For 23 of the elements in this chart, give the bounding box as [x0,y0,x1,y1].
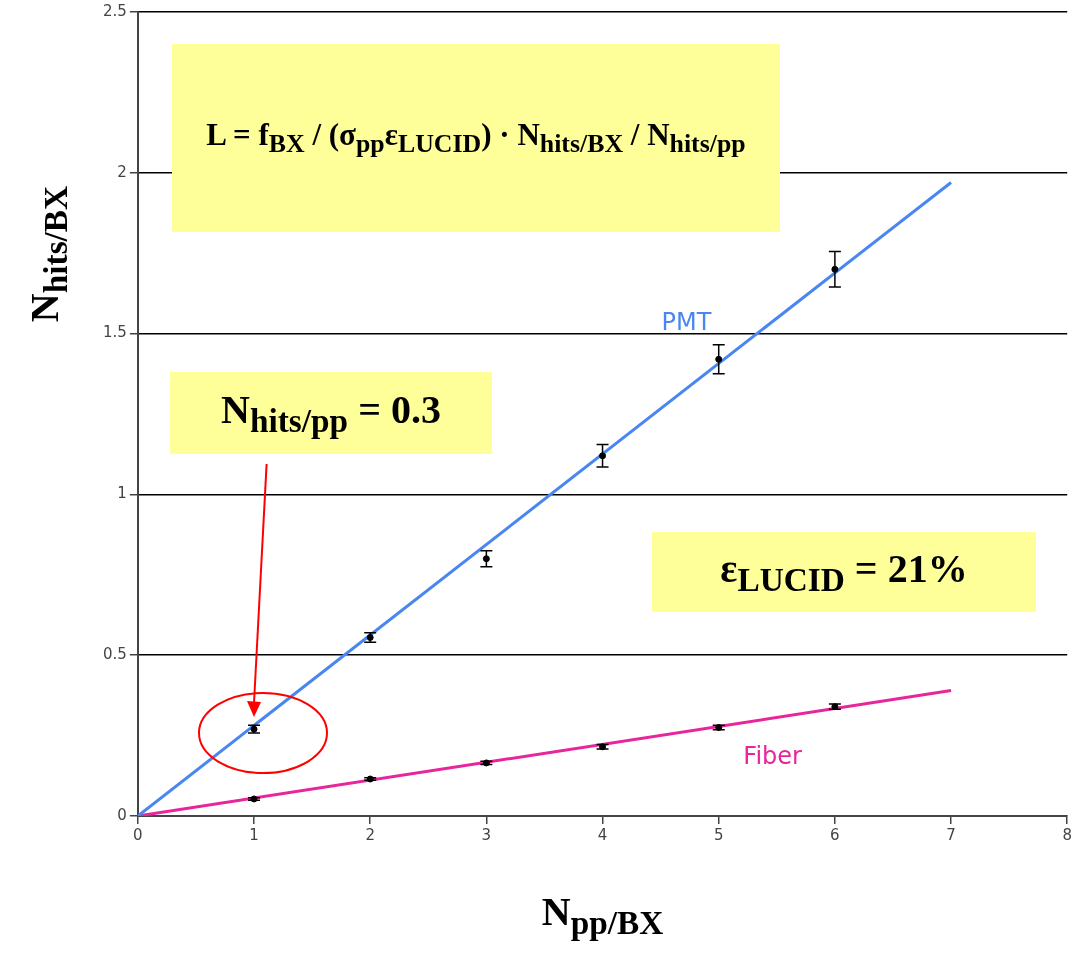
x-tick-label: 5 [713,825,724,844]
annotation: ε$_{LUCID}$ = 21% [720,545,968,599]
y-tick-label: 2 [117,162,127,181]
x-tick-label: 6 [830,825,840,844]
note-box: ε$_{LUCID}$ = 21% [652,532,1036,612]
series-label: PMT [661,308,712,337]
x-tick-label: 8 [1062,825,1072,844]
note-box: N$_{hits/pp}$ = 0.3 [170,372,492,454]
x-tick-label: 4 [597,825,608,844]
x-tick-label: 0 [133,825,143,844]
note-box: L = f$_{BX}$ / (σ$_{pp}$ε$_{LUCID}$) · N$_{hits/BX}$ / N$_{hits/pp}$ [172,44,780,232]
x-axis-title: N$_{pp/BX}$ [541,888,664,942]
y-tick-label: 0.5 [103,645,127,664]
y-tick-label: 0 [117,805,127,824]
y-tick-label: 2.5 [103,1,127,20]
x-tick-label: 3 [481,825,492,844]
x-tick-label: 7 [946,825,956,844]
y-tick-label: 1.5 [103,323,127,342]
annotation: N$_{hits/pp}$ = 0.3 [221,386,441,440]
x-tick-label: 2 [365,825,375,844]
x-tick-label: 1 [249,825,259,844]
series-label: Fiber [743,741,803,770]
y-tick-label: 1 [117,484,127,503]
